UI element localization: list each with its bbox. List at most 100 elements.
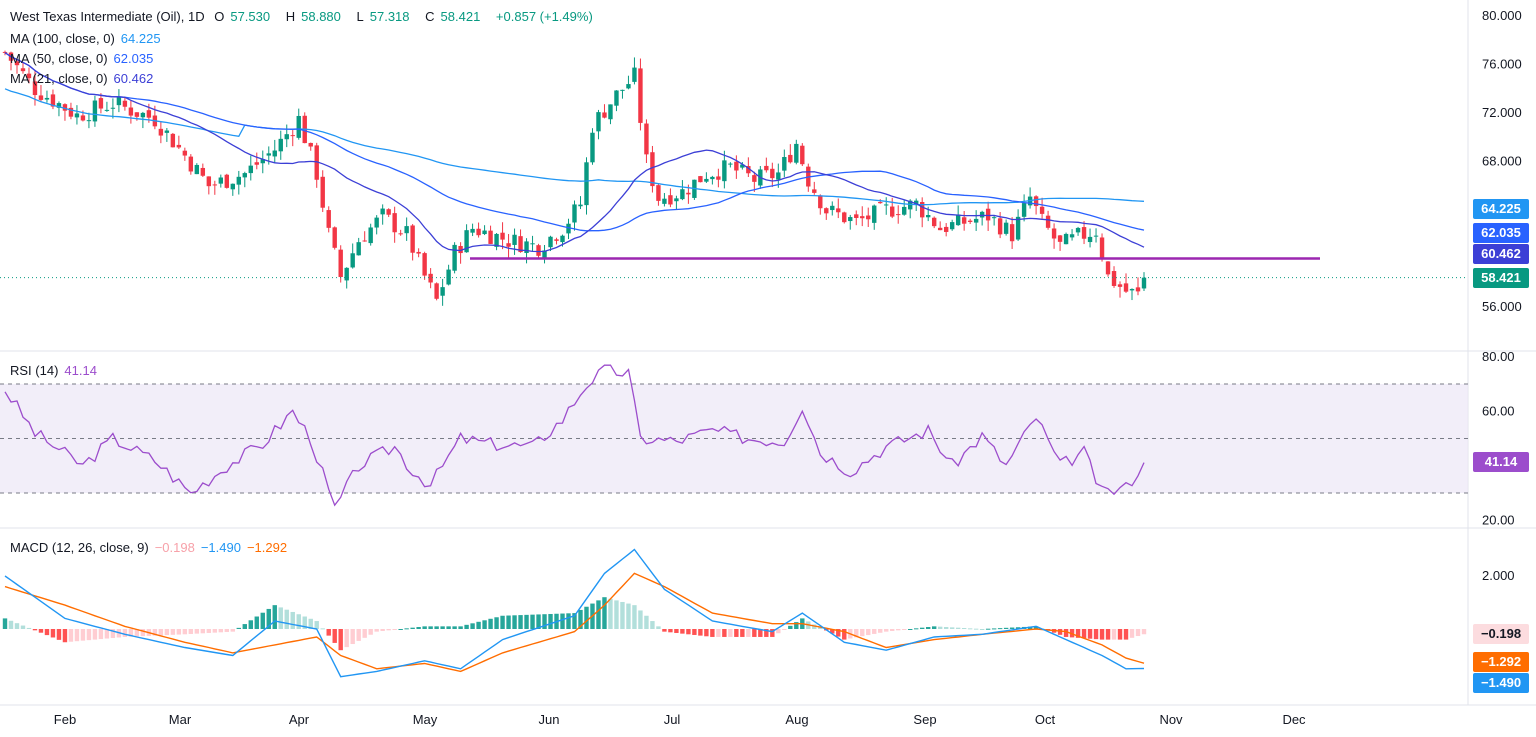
candle-body <box>482 230 487 235</box>
candle-body <box>62 104 68 111</box>
rsi-tick-label: 60.00 <box>1482 403 1515 418</box>
candle-body <box>194 164 200 175</box>
macd-histogram-bar <box>488 618 493 629</box>
candle-body <box>1093 235 1099 237</box>
candle-body <box>548 236 553 248</box>
candle-body <box>530 243 535 245</box>
candle-body <box>890 206 895 217</box>
candle-body <box>590 132 595 163</box>
macd-histogram-bar <box>955 627 961 629</box>
candle-body <box>428 273 433 283</box>
candle-body <box>937 227 943 231</box>
ma100-legend[interactable]: MA (100, close, 0) 64.225 <box>10 30 167 47</box>
candle-body <box>560 235 565 243</box>
candle-body <box>848 217 853 222</box>
price-tick-label: 72.000 <box>1482 105 1522 120</box>
candle-body <box>116 97 122 106</box>
macd-histogram-bar <box>931 626 937 629</box>
candle-body <box>86 120 92 122</box>
ma50-legend[interactable]: MA (50, close, 0) 62.035 <box>10 50 159 67</box>
macd-histogram-bar <box>1099 629 1105 640</box>
candle-body <box>512 234 517 245</box>
candle-body <box>1063 233 1069 245</box>
candle-body <box>650 152 655 187</box>
candle-body <box>949 222 955 230</box>
macd-histogram-bar <box>925 627 931 629</box>
candle-body <box>470 228 475 233</box>
candle-body <box>188 156 194 172</box>
macd-histogram-bar <box>140 629 146 637</box>
macd-histogram-bar <box>200 629 206 634</box>
candle-body <box>1003 222 1009 234</box>
macd-histogram-bar <box>692 629 697 635</box>
macd-histogram-bar <box>524 614 529 629</box>
macd-histogram-bar <box>248 620 253 629</box>
candle-body <box>866 215 871 220</box>
candle-body <box>896 214 901 216</box>
price-tick-label: 56.000 <box>1482 299 1522 314</box>
candle-body <box>1057 235 1063 242</box>
candle-body <box>1105 261 1111 275</box>
candle-body <box>752 175 757 182</box>
macd-histogram-bar <box>68 629 74 642</box>
macd-histogram-bar <box>290 611 295 629</box>
low-label: L <box>356 9 364 24</box>
candle-body <box>1099 237 1105 259</box>
macd-histogram-bar <box>332 629 337 643</box>
candle-body <box>608 104 613 120</box>
close-label: C <box>425 9 435 24</box>
macd-histogram-bar <box>578 609 583 629</box>
candle-body <box>686 192 691 195</box>
macd-histogram-bar <box>302 616 307 629</box>
macd-histogram-bar <box>446 626 451 629</box>
macd-histogram-bar <box>362 629 367 638</box>
candle-body <box>296 115 301 138</box>
candle-body <box>458 245 463 254</box>
macd-histogram-bar <box>338 629 343 651</box>
macd-histogram-bar <box>878 629 883 633</box>
macd-histogram-bar <box>650 621 655 629</box>
macd-histogram-bar <box>356 629 361 641</box>
macd-histogram-bar <box>176 629 182 635</box>
candle-body <box>985 208 991 221</box>
macd-legend[interactable]: MACD (12, 26, close, 9) −0.198 −1.490 −1.29… <box>10 539 293 556</box>
macd-histogram-bar <box>746 629 751 637</box>
price-tick-label: 76.000 <box>1482 57 1522 72</box>
rsi-label: RSI (14) <box>10 363 59 378</box>
candle-body <box>110 107 116 109</box>
ma21-legend[interactable]: MA (21, close, 0) 60.462 <box>10 70 159 87</box>
rsi-legend[interactable]: RSI (14) 41.14 <box>10 362 103 379</box>
macd-histogram-bar <box>134 629 140 637</box>
candle-body <box>961 217 967 224</box>
candle-body <box>662 198 667 204</box>
candle-body <box>812 189 817 193</box>
candle-body <box>1045 215 1051 228</box>
macd-histogram-bar <box>985 628 991 630</box>
candle-body <box>380 208 385 215</box>
price-tick-label: 68.000 <box>1482 154 1522 169</box>
macd-histogram-bar <box>14 623 20 629</box>
candle-body <box>836 208 841 213</box>
macd-histogram-bar <box>536 614 541 629</box>
macd-histogram-bar <box>914 628 919 630</box>
macd-histogram-bar <box>668 629 673 633</box>
candle-body <box>704 178 709 182</box>
candle-body <box>206 176 212 187</box>
candle-body <box>254 162 259 165</box>
candle-body <box>710 176 715 180</box>
candle-body <box>1051 228 1057 239</box>
macd-histogram-bar <box>973 628 979 630</box>
macd-histogram-bar <box>188 629 194 634</box>
candle-body <box>991 217 997 219</box>
candle-body <box>350 253 355 268</box>
macd-histogram-bar <box>788 625 793 629</box>
candle-body <box>800 145 805 165</box>
macd-histogram-bar <box>98 629 104 640</box>
candle-body <box>374 217 379 228</box>
macd-histogram-bar <box>943 627 949 629</box>
candle-body <box>578 204 583 207</box>
macd-histogram-bar <box>716 629 721 637</box>
macd-histogram-bar <box>104 629 110 639</box>
macd-histogram-bar <box>572 613 577 629</box>
